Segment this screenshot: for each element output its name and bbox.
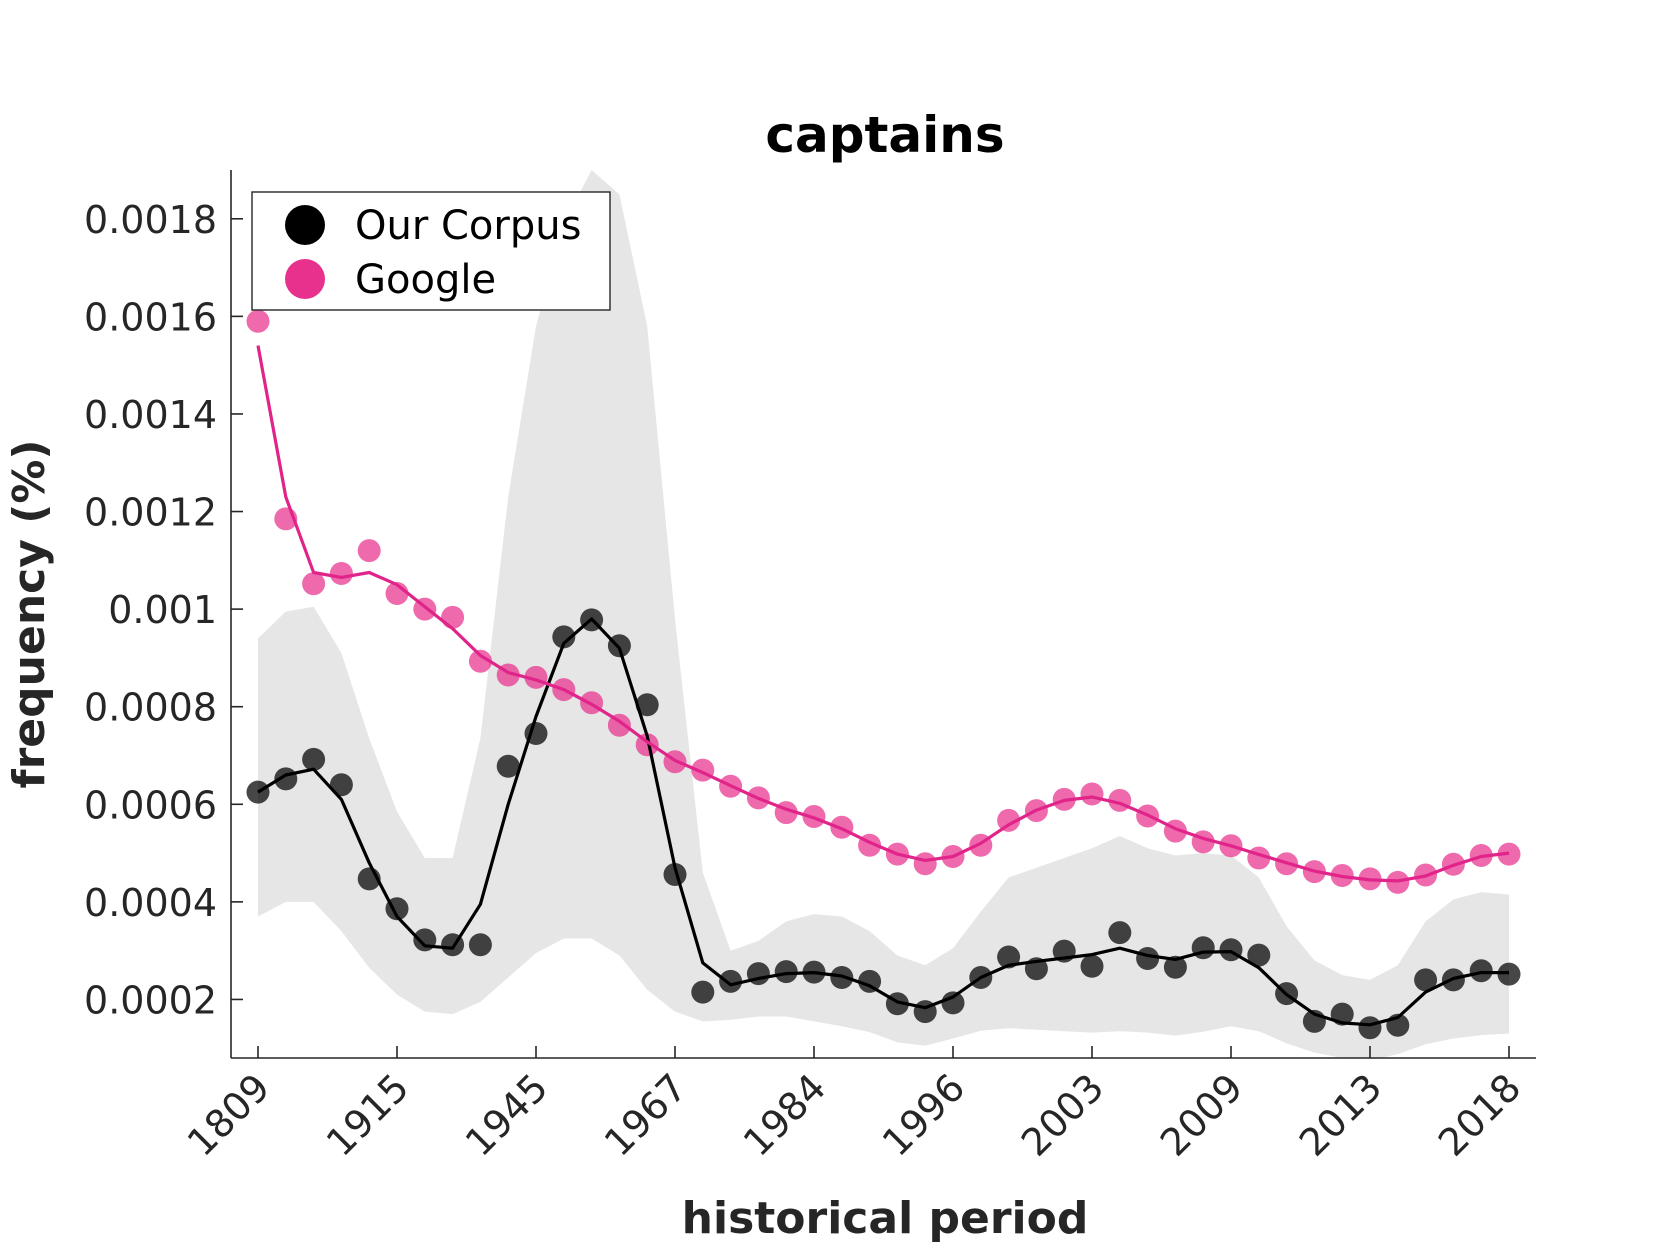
our-corpus-point-2 [302, 747, 326, 771]
our-corpus-point-32 [1136, 947, 1160, 970]
legend-label-our-corpus: Our Corpus [355, 203, 581, 249]
y-tick-label-8: 0.0018 [84, 198, 217, 242]
google-point-7 [441, 605, 465, 629]
legend-marker-our-corpus [285, 205, 325, 245]
y-tick-label-0: 0.0002 [84, 978, 217, 1022]
y-tick-label-6: 0.0014 [84, 393, 217, 437]
y-tick-label-2: 0.0006 [84, 783, 217, 827]
chart-title: captains [765, 106, 1004, 164]
our-corpus-point-15 [663, 863, 687, 886]
y-axis-ticks: 0.0002 0.0004 0.0006 0.0008 0.001 0.0012 0.001… [84, 198, 243, 1022]
our-corpus-point-9 [496, 754, 520, 778]
google-point-3 [329, 562, 353, 585]
google-point-2 [302, 572, 326, 596]
google-point-8 [468, 649, 492, 673]
plot-area [246, 170, 1521, 1058]
our-corpus-point-22 [858, 969, 882, 993]
our-corpus-point-36 [1247, 943, 1271, 967]
our-corpus-point-19 [774, 960, 798, 984]
our-corpus-point-25 [941, 991, 965, 1015]
our-corpus-point-27 [997, 945, 1021, 969]
our-corpus-point-8 [468, 933, 492, 957]
y-tick-label-5: 0.0012 [84, 491, 217, 535]
x-axis-title: historical period [682, 1193, 1089, 1244]
our-corpus-point-3 [329, 773, 353, 797]
y-tick-label-1: 0.0004 [84, 881, 217, 925]
google-point-4 [357, 539, 381, 563]
our-corpus-point-17 [719, 969, 743, 993]
our-corpus-point-42 [1414, 968, 1438, 992]
our-corpus-point-33 [1163, 955, 1187, 979]
our-corpus-point-44 [1469, 959, 1493, 983]
our-corpus-point-16 [691, 980, 715, 1004]
y-axis-title: frequency (%) [4, 439, 55, 788]
our-corpus-point-31 [1108, 921, 1132, 945]
y-tick-label-4: 0.001 [108, 588, 217, 632]
legend-label-google: Google [355, 257, 496, 303]
our-corpus-point-14 [635, 693, 659, 717]
google-point-0 [246, 309, 270, 333]
our-corpus-smoothed-line [257, 617, 1509, 1027]
y-tick-label-3: 0.0008 [84, 686, 217, 730]
google-point-24 [913, 852, 937, 876]
our-corpus-point-11 [552, 625, 576, 649]
legend: Our Corpus Google [251, 191, 611, 311]
google-smoothed-line [256, 345, 1510, 883]
google-point-27 [997, 808, 1021, 832]
line-layer [256, 345, 1510, 1027]
google-point-30 [1080, 782, 1104, 806]
y-tick-label-7: 0.0016 [84, 295, 217, 339]
our-corpus-point-30 [1080, 954, 1104, 978]
legend-marker-google [285, 259, 325, 299]
our-corpus-point-40 [1358, 1016, 1382, 1040]
our-corpus-confidence-band [258, 170, 1509, 1058]
